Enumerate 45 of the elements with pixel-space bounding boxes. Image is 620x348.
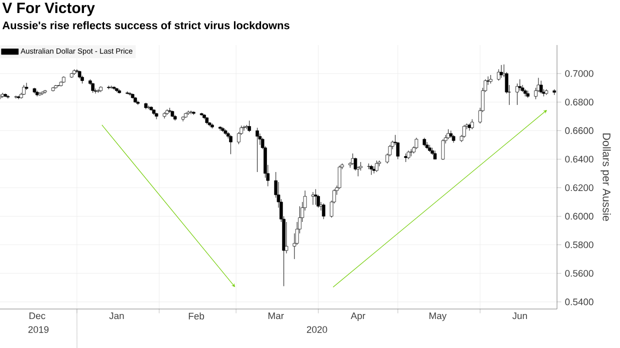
x-tick-label: Feb <box>188 312 204 320</box>
candlestick <box>446 128 450 140</box>
candlestick <box>22 84 26 96</box>
chart-title: V For Victory <box>2 2 95 16</box>
candlestick <box>441 138 445 160</box>
candlestick <box>500 64 503 78</box>
candlestick <box>497 69 500 81</box>
y-axis-title: Dollars per Aussie <box>600 133 611 221</box>
y-tick-label: 0.5400 <box>565 298 594 306</box>
candlestick <box>256 128 259 172</box>
y-tick-label: 0.6000 <box>565 212 594 220</box>
candlestick <box>24 82 28 90</box>
candlestick <box>414 138 418 150</box>
y-tick-label: 0.6400 <box>565 156 594 163</box>
candlestick <box>425 142 429 150</box>
candlestick <box>374 160 378 172</box>
y-tick-label: 0.7000 <box>565 70 594 77</box>
candlestick <box>229 134 232 154</box>
candlestick <box>409 148 413 157</box>
candlestick <box>284 222 288 254</box>
x-tick-label: Dec <box>30 312 46 320</box>
x-tick-label: Jun <box>512 312 527 320</box>
y-tick-label: 0.5800 <box>565 241 594 248</box>
x-tick-label: May <box>429 312 447 322</box>
candlestick <box>136 100 140 106</box>
candlestick <box>322 203 326 220</box>
text: 2019 <box>28 326 49 333</box>
y-tick-label: 0.5600 <box>565 270 594 277</box>
chart-subtitle: Aussie's rise reflects success of strict virus lockdowns <box>2 21 290 30</box>
y-tick-label: 0.6800 <box>565 98 594 106</box>
candlestick <box>6 94 10 99</box>
candlestick <box>162 112 166 119</box>
candlestick <box>224 128 228 136</box>
candlestick <box>314 188 318 206</box>
candlestick <box>311 192 315 206</box>
y-tick-label: 0.6600 <box>565 127 594 134</box>
candlestick <box>470 118 474 130</box>
text: 2020 <box>306 326 328 333</box>
x-tick-label: Mar <box>268 312 284 320</box>
candlestick <box>518 79 522 91</box>
candlestick <box>370 164 373 176</box>
y-tick-label: 0.6200 <box>565 184 594 192</box>
candlestick <box>372 166 376 174</box>
x-tick-label: Jan <box>109 312 124 320</box>
x-tick-label: Apr <box>350 312 366 322</box>
